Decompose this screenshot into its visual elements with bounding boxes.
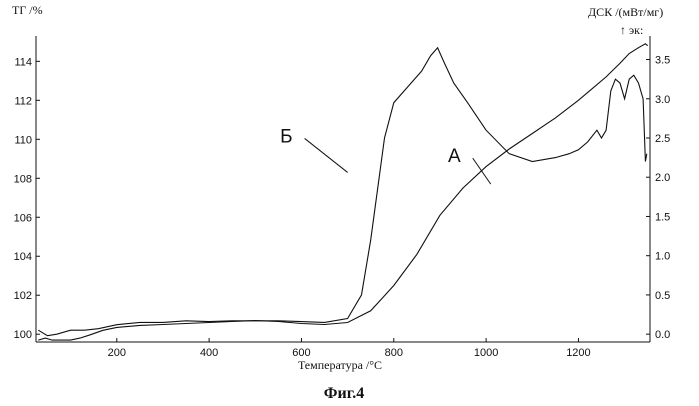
x-tick-label: 1200 — [566, 347, 590, 359]
y-right-tick-label: 3.5 — [655, 55, 670, 67]
y-left-tick-label: 104 — [14, 251, 32, 263]
x-tick-label: 200 — [108, 347, 126, 359]
y-right-tick-label: 0.5 — [655, 290, 670, 302]
x-axis-title: Температура /°С — [298, 358, 382, 372]
y-right-tick-label: 1.5 — [655, 211, 670, 223]
y-left-tick-label: 102 — [14, 290, 32, 302]
y-right-tick-label: 0.0 — [655, 329, 670, 341]
series: БА — [38, 44, 647, 340]
y-right-tick-label: 2.0 — [655, 172, 670, 184]
y-left-tick-label: 100 — [14, 329, 32, 341]
y-left-tick-label: 110 — [14, 134, 32, 146]
ticks: 2004006008001000120010010210410610811011… — [14, 55, 671, 359]
y-left-tick-label: 114 — [14, 56, 32, 68]
x-tick-label: 1000 — [474, 347, 498, 359]
exo-note: ↑ эк: — [620, 23, 643, 37]
annotation-leader — [305, 138, 348, 172]
axes — [36, 36, 650, 342]
y-right-tick-label: 3.0 — [655, 94, 670, 106]
y-left-tick-label: 108 — [14, 173, 32, 185]
curve-label: А — [448, 146, 461, 167]
x-tick-label: 400 — [200, 347, 218, 359]
y-right-tick-label: 1.0 — [655, 251, 670, 263]
y-right-tick-label: 2.5 — [655, 133, 670, 145]
y-left-tick-label: 112 — [14, 95, 32, 107]
y-right-title: ДСК /(мВт/мг) — [588, 5, 663, 19]
x-tick-label: 800 — [385, 347, 403, 359]
annotation-leader — [473, 158, 491, 184]
curve-label: Б — [280, 126, 292, 147]
y-left-tick-label: 106 — [14, 212, 32, 224]
figure-caption: Фиг.4 — [324, 385, 364, 402]
y-left-title: ТГ /% — [12, 3, 43, 17]
series-line-a — [38, 44, 647, 340]
series-line-b — [38, 48, 647, 336]
